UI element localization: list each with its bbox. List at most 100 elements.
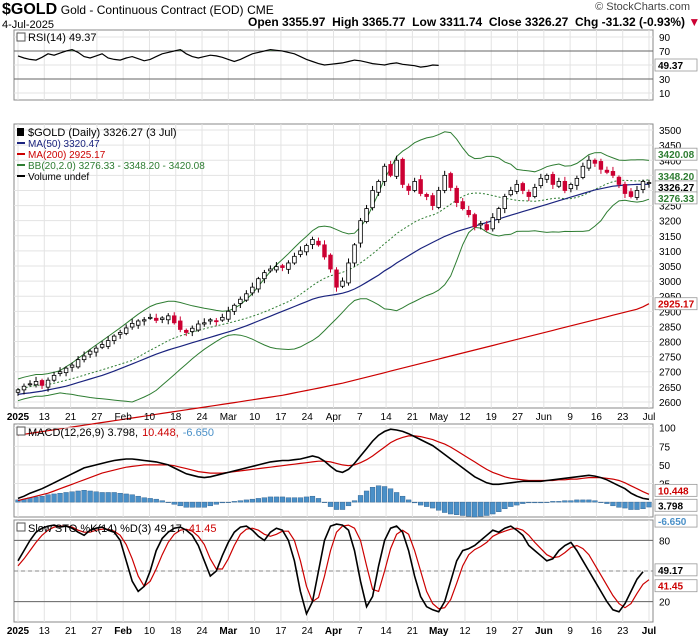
candle-body <box>15 389 21 393</box>
macd-histogram-bar <box>315 498 322 503</box>
macd-histogram-bar <box>430 501 436 509</box>
close-label: Close <box>488 15 522 29</box>
macd-tick-label: 75 <box>659 442 671 453</box>
rsi-last-value: 49.37 <box>658 61 683 72</box>
macd-histogram-bar <box>568 500 574 503</box>
macd-histogram-bar <box>99 492 105 503</box>
price-tick-label: 3500 <box>659 126 682 137</box>
candle-body <box>430 195 435 206</box>
price-legend-volume: Volume undef <box>28 172 89 183</box>
candle-body <box>634 190 640 198</box>
macd-histogram-bar <box>478 501 484 517</box>
sto-x-label: 27 <box>91 626 103 637</box>
macd-histogram-bar <box>399 495 406 503</box>
candle-body <box>436 190 441 208</box>
candle-body <box>550 174 556 185</box>
sto-x-label: 27 <box>512 626 524 637</box>
price-x-label: 18 <box>170 412 182 423</box>
candle-body <box>334 269 339 288</box>
macd-histogram-bar <box>598 501 604 503</box>
candle-body <box>454 187 459 203</box>
price-x-label: 27 <box>512 412 524 423</box>
candle-body <box>622 184 628 194</box>
macd-histogram-bar <box>424 501 430 507</box>
macd-tag-macd: 3.798 <box>658 501 683 512</box>
sto-x-label: 21 <box>65 626 77 637</box>
rsi-line <box>17 48 439 68</box>
candle-body <box>466 210 471 216</box>
candle-body <box>646 182 652 184</box>
ma50-line <box>17 183 650 395</box>
credit: © StockCharts.com <box>595 1 690 13</box>
candle-body <box>310 239 315 245</box>
candle-body <box>232 304 237 312</box>
price-tick-label: 3050 <box>659 262 682 273</box>
macd-histogram-bar <box>171 501 177 505</box>
candle-body <box>135 320 141 326</box>
candle-body <box>190 327 195 332</box>
candle-body <box>352 244 357 264</box>
price-tick-label: 2700 <box>659 368 682 379</box>
macd-histogram-bar <box>345 501 352 507</box>
macd-histogram-bar <box>460 501 466 516</box>
candle-body <box>592 159 598 164</box>
candle-body <box>316 240 321 246</box>
price-tick-label: 3000 <box>659 277 682 288</box>
macd-histogram-bar <box>574 499 580 503</box>
open-value: 3355.97 <box>282 15 326 29</box>
sto-k-line <box>17 523 644 617</box>
macd-histogram-bar <box>339 501 346 510</box>
sto-x-label: 10 <box>249 626 261 637</box>
macd-histogram-bar <box>153 498 159 503</box>
candle-body <box>51 374 57 381</box>
sto-tick-label: 20 <box>659 598 671 609</box>
macd-histogram-bar <box>63 492 69 503</box>
macd-tag-signal: 10.448 <box>658 486 689 497</box>
candle-body <box>45 379 51 388</box>
macd-histogram-bar <box>381 486 388 503</box>
macd-histogram-bar <box>327 501 334 507</box>
candle-body <box>604 169 610 173</box>
macd-histogram-bar <box>472 501 478 518</box>
macd-histogram-bar <box>291 497 298 503</box>
candle-body <box>340 280 345 287</box>
candle-body <box>184 329 189 333</box>
candle-body <box>328 254 333 270</box>
macd-histogram-bar <box>532 501 538 504</box>
sto-x-label: 17 <box>275 626 287 637</box>
macd-histogram-bar <box>117 492 123 503</box>
candle-body <box>520 183 526 191</box>
macd-histogram-bar <box>628 501 634 510</box>
price-x-label: Apr <box>326 412 342 423</box>
candle-body <box>166 315 171 321</box>
macd-histogram-bar <box>57 492 63 503</box>
candle-body <box>346 262 351 284</box>
candle-body <box>57 371 63 374</box>
candle-body <box>478 223 483 226</box>
sto-x-label: 24 <box>302 626 314 637</box>
candle-body <box>81 355 87 361</box>
high-value: 3365.77 <box>362 15 406 29</box>
bb-lower-band <box>17 198 650 403</box>
sto-x-label: Feb <box>114 626 132 637</box>
candle-body <box>274 266 279 271</box>
open-label: Open <box>248 15 279 29</box>
rsi-legend: RSI(14) 49.37 <box>28 32 96 44</box>
price-x-label: Feb <box>115 412 133 423</box>
macd-histogram-bar <box>436 501 442 511</box>
sto-x-label: 13 <box>39 626 51 637</box>
candle-body <box>69 364 75 368</box>
sto-tag-k: 49.17 <box>658 566 683 577</box>
price-x-label: 12 <box>459 412 471 423</box>
candle-body <box>628 191 634 197</box>
macd-histogram-bar <box>51 493 57 503</box>
sto-x-label: May <box>429 626 449 637</box>
ohlc-bar: Open 3355.97 High 3365.77 Low 3311.74 Cl… <box>248 15 700 29</box>
macd-histogram-bar <box>363 490 370 503</box>
candle-body <box>370 190 375 209</box>
macd-histogram-bar <box>213 501 219 505</box>
price-tick-label: 3250 <box>659 202 682 213</box>
macd-histogram-bar <box>369 487 376 503</box>
candle-body <box>154 317 159 321</box>
macd-histogram-bar <box>466 501 472 517</box>
